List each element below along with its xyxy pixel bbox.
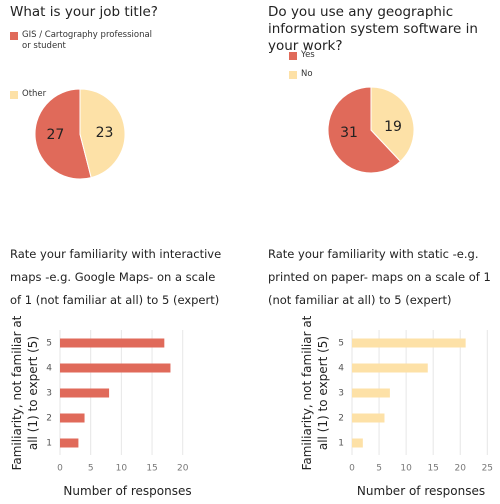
legend-label: No [301, 69, 313, 79]
y-axis-label: Familiarity, not familiar at all (1) to … [10, 315, 40, 470]
y-tick-label: 3 [46, 389, 52, 399]
legend-swatch [10, 91, 18, 99]
slice-label: 23 [96, 125, 114, 141]
bar [60, 363, 171, 373]
y-tick-label: 1 [46, 439, 52, 449]
bar [352, 438, 363, 448]
y-tick-label: 3 [338, 389, 344, 399]
x-tick-label: 15 [427, 464, 438, 474]
bar [60, 388, 110, 398]
x-tick-label: 10 [116, 464, 128, 474]
chart-title: Rate your familiarity with static -e.g. … [268, 247, 491, 307]
y-tick-label: 1 [338, 439, 344, 449]
pie-slice [327, 86, 402, 174]
pie-slice [79, 88, 126, 179]
y-tick-label: 5 [338, 339, 344, 349]
chart-title: Do you use any geographic information sy… [268, 4, 478, 54]
x-tick-label: 20 [177, 464, 189, 474]
x-tick-label: 0 [57, 464, 63, 474]
chart-title: Rate your familiarity with interactive m… [10, 247, 222, 307]
legend-label: Yes [301, 50, 315, 60]
legend-label: Other [22, 89, 47, 99]
y-axis-label: Familiarity, not familiar at all (1) to … [300, 315, 330, 470]
slice-label: 31 [340, 125, 358, 141]
y-tick-label: 4 [46, 364, 52, 374]
y-tick-label: 2 [338, 414, 344, 424]
x-axis-label: Number of responses [356, 484, 486, 498]
bar [60, 413, 85, 423]
chart-title: What is your job title? [10, 4, 158, 20]
x-tick-label: 15 [146, 464, 157, 474]
y-tick-label: 2 [46, 414, 52, 424]
bar [352, 363, 428, 373]
bar [352, 413, 385, 423]
bar [352, 388, 390, 398]
bar [352, 338, 466, 348]
x-tick-label: 20 [455, 464, 467, 474]
legend-swatch [289, 52, 297, 60]
legend-swatch [10, 32, 18, 40]
x-tick-label: 0 [349, 464, 355, 474]
x-tick-label: 5 [376, 464, 382, 474]
y-tick-label: 4 [338, 364, 344, 374]
x-tick-label: 10 [400, 464, 412, 474]
pie-slice [34, 88, 92, 180]
x-tick-label: 25 [482, 464, 493, 474]
legend-swatch [289, 71, 297, 79]
y-tick-label: 5 [46, 339, 52, 349]
x-axis-label: Number of responses [63, 484, 192, 498]
x-tick-label: 5 [88, 464, 94, 474]
slice-label: 27 [47, 127, 65, 143]
slice-label: 19 [384, 119, 402, 135]
bar [60, 338, 165, 348]
pie-slice [370, 86, 415, 163]
bar [60, 438, 79, 448]
legend-label: GIS / Cartography professional or studen… [22, 30, 153, 51]
